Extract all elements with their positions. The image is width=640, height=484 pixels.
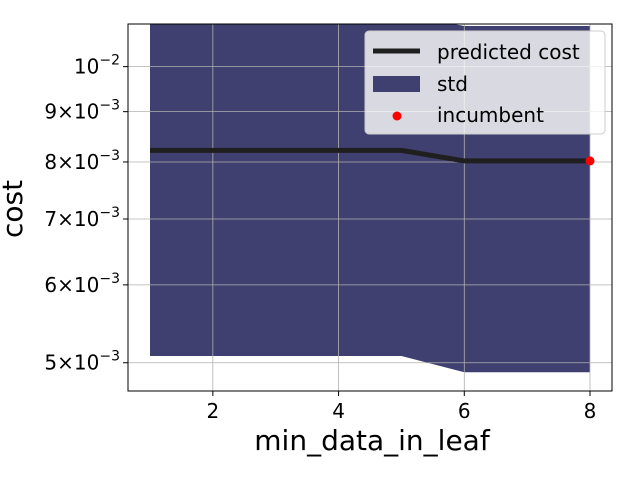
- point-layer: [585, 156, 595, 166]
- legend: predicted cost std incumbent: [364, 30, 606, 135]
- x-tick-label: 8: [584, 399, 597, 423]
- x-axis-title: min_data_in_leaf: [254, 424, 491, 457]
- legend-box: [364, 30, 606, 135]
- y-tick-label: 5×10−3: [44, 349, 120, 375]
- x-tick-label: 2: [206, 399, 219, 423]
- y-axis-ticks: 5×10−3 6×10−3 7×10−3 8×10−3 9×10−3 10−2: [44, 53, 128, 375]
- legend-label-predicted-cost: predicted cost: [437, 40, 580, 64]
- legend-label-std: std: [437, 72, 468, 96]
- line-layer: [150, 147, 590, 164]
- x-tick-label: 4: [332, 399, 345, 423]
- y-tick-label: 8×10−3: [44, 148, 120, 174]
- y-tick-label: 9×10−3: [44, 98, 120, 124]
- y-tick-label: 10−2: [74, 53, 120, 79]
- y-axis-title: cost: [0, 180, 29, 238]
- x-axis-ticks: 2 4 6 8: [206, 391, 596, 423]
- y-tick-label: 6×10−3: [44, 271, 120, 297]
- legend-swatch-incumbent: [392, 111, 402, 121]
- y-tick-label: 7×10−3: [44, 205, 120, 231]
- plot-frame: [127, 23, 613, 392]
- series-incumbent-point: [585, 156, 595, 166]
- legend-swatch-std: [373, 76, 420, 92]
- x-tick-label: 6: [458, 399, 471, 423]
- legend-label-incumbent: incumbent: [437, 103, 544, 127]
- series-predicted-cost-line: [150, 147, 590, 164]
